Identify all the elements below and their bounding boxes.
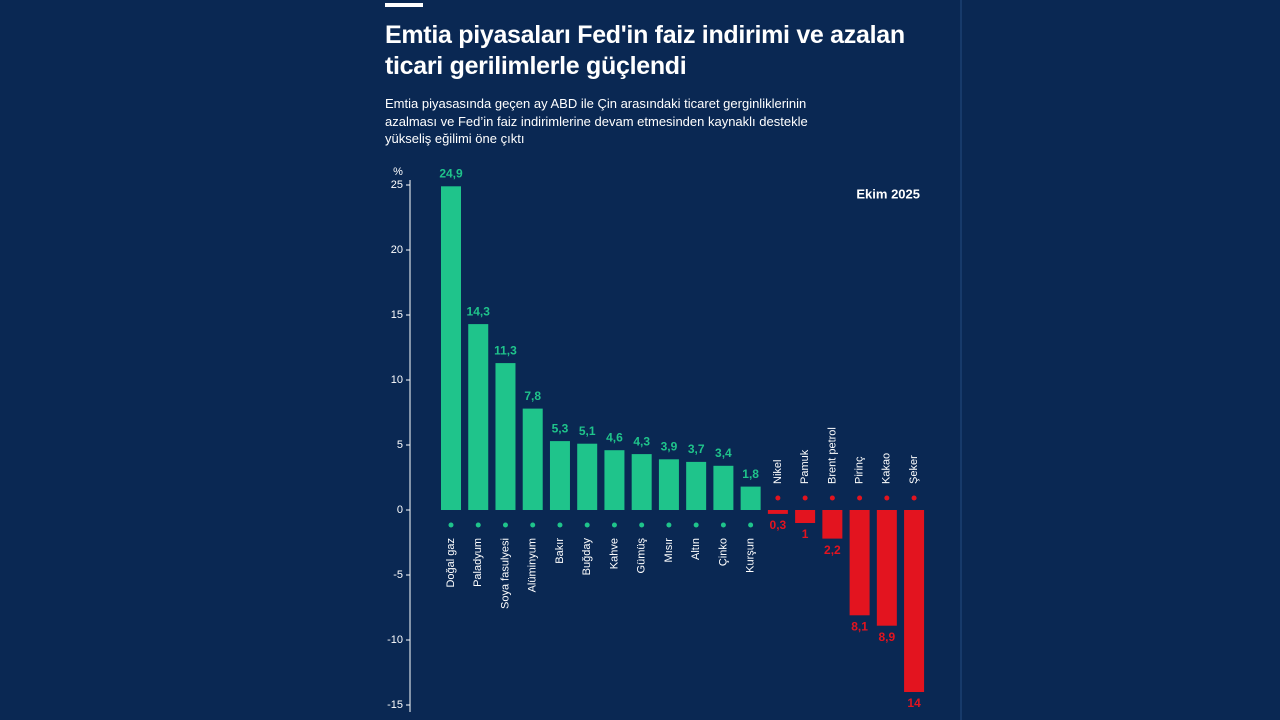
- bar: [631, 454, 652, 510]
- bar: [577, 443, 598, 510]
- y-tick-label: 10: [391, 374, 403, 386]
- y-tick-label: -15: [387, 699, 403, 711]
- bar: [849, 510, 870, 616]
- value-label: 3,9: [661, 439, 678, 453]
- x-tick-label: Paladyum: [472, 538, 484, 587]
- y-tick-label: 0: [397, 504, 403, 516]
- bar: [658, 459, 679, 510]
- icon: [720, 522, 726, 528]
- icon: [693, 522, 699, 528]
- bar: [495, 363, 516, 510]
- bar: [522, 408, 543, 510]
- bar: [876, 510, 897, 626]
- y-tick-label: 20: [391, 244, 403, 256]
- accent-bar: [385, 3, 423, 7]
- bar: [740, 486, 761, 510]
- x-tick-label: Mısır: [663, 538, 675, 563]
- icon: [775, 495, 781, 501]
- bar: [686, 461, 707, 510]
- value-label: 3,4: [715, 446, 732, 460]
- x-tick-label: Altın: [690, 538, 702, 560]
- x-tick-label: Kakao: [881, 453, 893, 484]
- value-label: 14,3: [467, 304, 491, 318]
- x-tick-label: Alüminyum: [527, 538, 539, 592]
- icon: [584, 522, 590, 528]
- value-label: 8,1: [851, 619, 868, 633]
- x-tick-label: Doğal gaz: [445, 538, 457, 588]
- icon: [666, 522, 672, 528]
- icon: [829, 495, 835, 501]
- icon: [748, 522, 754, 528]
- x-tick-label: Soya fasulyesi: [499, 538, 511, 609]
- value-label: 14: [907, 696, 921, 710]
- bar: [549, 441, 570, 510]
- x-tick-label: Buğday: [581, 538, 593, 576]
- value-label: 5,1: [579, 424, 596, 438]
- icon: [530, 522, 536, 528]
- icon: [475, 522, 481, 528]
- value-label: 4,3: [633, 434, 650, 448]
- icon: [857, 495, 863, 501]
- x-tick-label: Nikel: [772, 460, 784, 484]
- icon: [502, 522, 508, 528]
- value-label: 5,3: [552, 421, 569, 435]
- bar: [713, 465, 734, 510]
- value-label: 3,7: [688, 442, 705, 456]
- icon: [611, 522, 617, 528]
- x-tick-label: Pirinç: [854, 456, 866, 484]
- x-tick-label: Şeker: [908, 455, 920, 484]
- y-tick-label: -5: [393, 569, 403, 581]
- subtitle: Emtia piyasasında geçen ay ABD ile Çin a…: [385, 96, 808, 146]
- value-label: 1,8: [742, 467, 759, 481]
- x-tick-label: Kurşun: [745, 538, 757, 573]
- value-label: 11,3: [494, 343, 517, 357]
- icon: [448, 522, 454, 528]
- bar: [904, 510, 925, 692]
- note: Ekim 2025: [856, 186, 920, 201]
- y-tick-label: 15: [391, 309, 403, 321]
- icon: [557, 522, 563, 528]
- value-label: 24,9: [439, 166, 463, 180]
- y-tick-label: 5: [397, 439, 403, 451]
- icon: [884, 495, 890, 501]
- x-tick-label: Bakır: [554, 538, 566, 564]
- bar: [468, 324, 489, 510]
- bar: [822, 510, 843, 539]
- icon: [802, 495, 808, 501]
- y-tick-label: 25: [391, 179, 403, 191]
- x-tick-label: Gümüş: [636, 538, 648, 574]
- bar: [441, 186, 461, 511]
- icon: [911, 495, 917, 501]
- value-label: 4,6: [606, 430, 623, 444]
- bar: [767, 510, 788, 514]
- value-label: 1: [802, 527, 809, 541]
- divider: [960, 0, 962, 720]
- x-tick-label: Kahve: [608, 538, 620, 569]
- chart-title: Emtia piyasaları Fed'in faiz indirimi ve…: [385, 21, 905, 80]
- icon: [639, 522, 645, 528]
- value-label: 8,9: [878, 630, 895, 644]
- value-label: 2,2: [824, 543, 841, 557]
- bar: [795, 510, 816, 523]
- value-label: 0,3: [770, 518, 787, 532]
- x-tick-label: Çinko: [717, 538, 729, 566]
- value-label: 7,8: [524, 389, 541, 403]
- y-tick-label: -10: [387, 634, 403, 646]
- y-axis-label: %: [393, 166, 403, 178]
- x-tick-label: Brent petrol: [826, 427, 838, 484]
- x-tick-label: Pamuk: [799, 449, 811, 484]
- bar: [604, 450, 625, 510]
